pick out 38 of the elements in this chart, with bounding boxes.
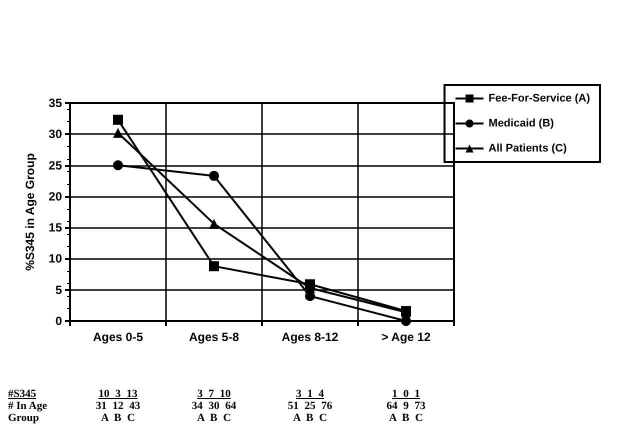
text: # In Age [8, 400, 48, 412]
text: A B C [388, 412, 424, 424]
text: 51 25 76 [288, 400, 332, 412]
legend-label: Medicaid (B) [488, 118, 554, 130]
text: Group [8, 412, 39, 424]
point [401, 316, 411, 326]
y-tick-label: 20 [48, 189, 62, 204]
x-tick-label: > Age 12 [381, 330, 431, 344]
point [209, 261, 219, 272]
x-tick-label: Ages 0-5 [92, 330, 144, 344]
x-tick-label: Ages 5-8 [188, 330, 240, 344]
text: A B C [196, 412, 232, 424]
y-axis-title: %S345 in Age Group [23, 153, 37, 271]
legend-label: Fee-For-Service (A) [488, 92, 590, 104]
text: 10 3 13 [98, 388, 138, 400]
point [113, 128, 123, 138]
y-tick-label: 15 [48, 220, 62, 235]
text: 64 9 73 [386, 400, 426, 412]
text: A B C [100, 412, 136, 424]
text: A B C [292, 412, 328, 424]
y-tick-label: 0 [55, 314, 62, 328]
y-tick-label: 35 [48, 96, 62, 110]
point [113, 160, 123, 170]
text: #S345 [8, 388, 36, 400]
y-tick-label: 5 [55, 282, 62, 297]
x-tick-label: Ages 8-12 [282, 330, 339, 344]
legend-label: All Patients (C) [488, 142, 568, 154]
text: 3 1 4 [296, 388, 324, 400]
text: 3 7 10 [197, 388, 231, 400]
text: 31 12 43 [96, 400, 140, 412]
point [113, 114, 123, 125]
y-tick-label: 10 [48, 252, 62, 266]
text: 1 0 1 [392, 388, 420, 400]
y-tick-label: 25 [48, 158, 62, 172]
text: 34 30 64 [192, 400, 236, 412]
point [209, 218, 219, 229]
point [209, 170, 219, 181]
y-tick-label: 30 [48, 127, 62, 142]
